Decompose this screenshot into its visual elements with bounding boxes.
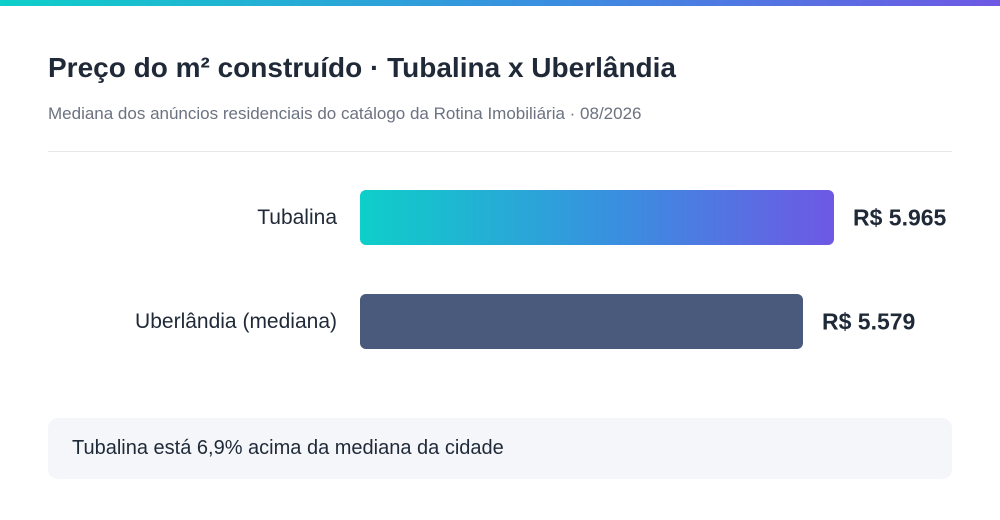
top-accent-bar	[0, 0, 1000, 6]
bar-tubalina	[360, 190, 834, 245]
bar-uberlandia	[360, 294, 803, 349]
bar-category-label: Uberlândia (mediana)	[135, 310, 337, 333]
bar-category-label: Tubalina	[257, 206, 337, 229]
bar-value-label: R$ 5.965	[853, 205, 947, 231]
chart-subtitle: Mediana dos anúncios residenciais do cat…	[48, 104, 642, 123]
header-divider	[48, 151, 952, 152]
chart-title: Preço do m² construído · Tubalina x Uber…	[48, 52, 677, 83]
bar-value-label: R$ 5.579	[822, 309, 915, 335]
comparison-note: Tubalina está 6,9% acima da mediana da c…	[48, 418, 952, 479]
bar-chart: Tubalina R$ 5.965 Uberlândia (mediana) R$ 5…	[135, 190, 947, 349]
comparison-note-text: Tubalina está 6,9% acima da mediana da c…	[72, 437, 504, 459]
